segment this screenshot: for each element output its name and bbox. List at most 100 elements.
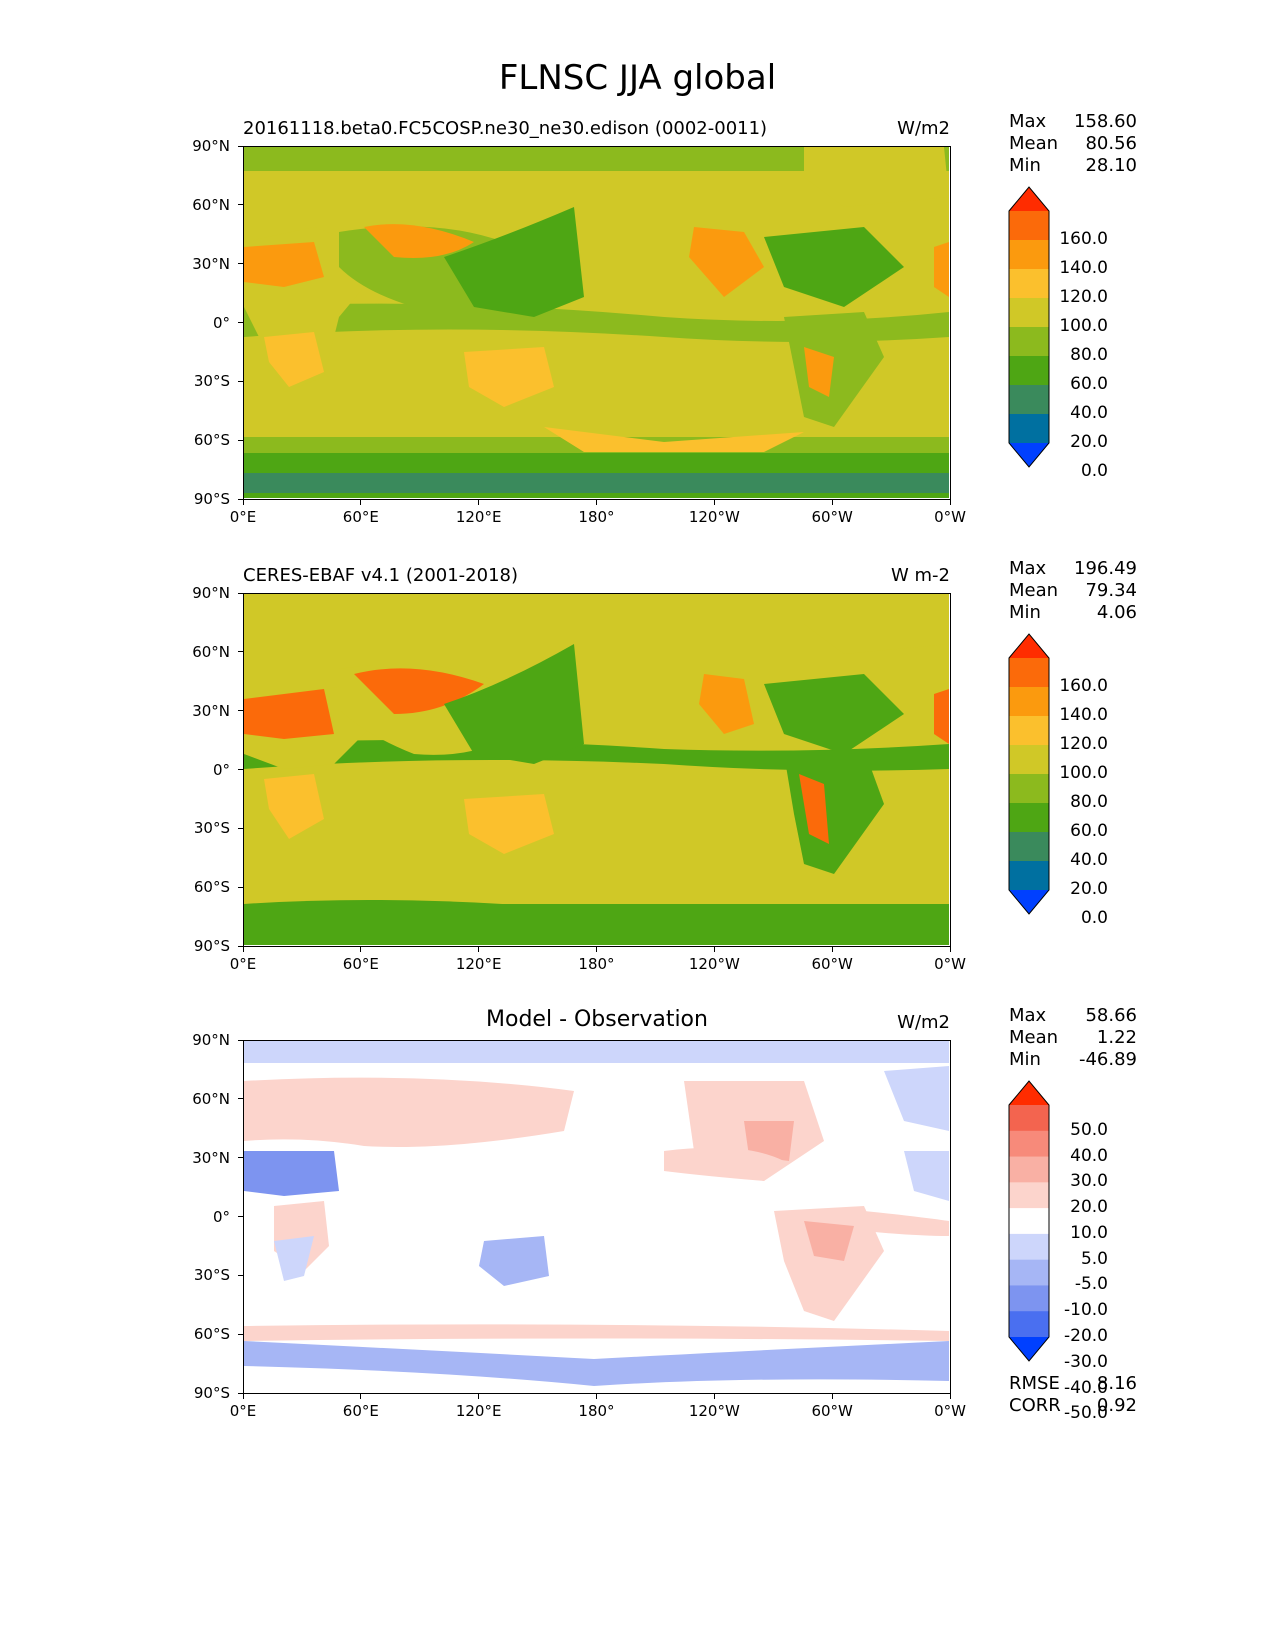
y-tick-label: 30°N — [192, 254, 230, 273]
stat-value: 79.34 — [1085, 580, 1137, 601]
colorbar-tick-label: 140.0 — [1059, 705, 1108, 725]
stats-box: Max 58.66 Mean 1.22 Min -46.89 — [1009, 1005, 1137, 1071]
colorbar-segment — [1009, 658, 1049, 688]
x-tick-label: 0°E — [229, 508, 257, 526]
x-tick-mark — [242, 500, 244, 505]
stat-value: 158.60 — [1074, 111, 1137, 132]
x-tick-mark — [596, 500, 597, 505]
colorbar-tick-label: -40.0 — [1064, 1377, 1108, 1398]
colorbar-extend-min — [1009, 890, 1049, 914]
y-tick-mark — [238, 1098, 243, 1100]
stats-box: Max 196.49 Mean 79.34 Min 4.06 — [1009, 558, 1137, 624]
colorbar-segment — [1009, 414, 1049, 444]
colorbar-tick-label: 20.0 — [1070, 879, 1108, 899]
stat-row: Min 4.06 — [1009, 602, 1137, 624]
colorbar-tick-label: 0.0 — [1080, 461, 1108, 481]
stat-value: 28.10 — [1085, 155, 1137, 176]
x-tick-label: 60°E — [342, 955, 379, 973]
y-tick-mark — [238, 1216, 243, 1217]
y-tick-label: 0° — [212, 1207, 230, 1226]
colorbar — [1008, 186, 1050, 468]
colorbar-tick-label: 30.0 — [1070, 1171, 1108, 1192]
y-tick-mark — [238, 1392, 243, 1394]
colorbar-segment — [1009, 327, 1049, 357]
x-tick-label: 120°W — [688, 1402, 740, 1420]
stat-label: Min — [1009, 602, 1041, 623]
colorbar-segment — [1009, 861, 1049, 891]
x-tick-label: 180° — [578, 1402, 615, 1420]
panel3-map — [243, 1040, 951, 1394]
stat-value: 58.66 — [1085, 1005, 1137, 1026]
stat-row: Max 196.49 — [1009, 558, 1137, 580]
colorbar-tick-label: 120.0 — [1059, 734, 1108, 754]
colorbar-tick-label: 20.0 — [1070, 432, 1108, 452]
x-tick-label: 60°E — [342, 508, 379, 526]
colorbar-tick-label: -5.0 — [1074, 1274, 1108, 1295]
y-tick-mark — [238, 145, 243, 147]
x-tick-mark — [713, 1394, 715, 1399]
y-tick-label: 90°S — [193, 937, 230, 955]
panel3-units: W/m2 — [897, 1012, 950, 1033]
y-tick-label: 60°N — [192, 642, 230, 661]
x-tick-label: 0°W — [934, 955, 966, 973]
metric-value: 8.16 — [1096, 1373, 1137, 1394]
y-tick-label: 90°N — [192, 584, 230, 602]
x-tick-label: 120°W — [688, 508, 740, 526]
panel1-map — [243, 146, 951, 500]
colorbar-segment — [1009, 356, 1049, 386]
colorbar-tick-label: 160.0 — [1059, 676, 1108, 696]
y-tick-label: 0° — [212, 313, 230, 332]
y-tick-label: 90°N — [192, 137, 230, 155]
x-tick-mark — [360, 500, 362, 505]
colorbar-extend-max — [1009, 634, 1049, 658]
colorbar-segment — [1009, 1233, 1049, 1261]
x-tick-label: 120°E — [455, 508, 502, 526]
y-tick-mark — [238, 380, 243, 382]
x-tick-label: 60°E — [342, 1402, 379, 1420]
y-tick-mark — [238, 439, 243, 441]
figure-title: FLNSC JJA global — [498, 58, 777, 98]
colorbar-segment — [1009, 1182, 1049, 1209]
colorbar-extend-max — [1009, 1081, 1049, 1105]
metric-label: RMSE — [1009, 1373, 1060, 1394]
stat-label: Min — [1009, 155, 1041, 176]
colorbar — [1008, 1080, 1050, 1362]
colorbar-extend-min — [1009, 443, 1049, 467]
x-tick-mark — [949, 1394, 951, 1399]
panel2-units: W m-2 — [890, 565, 950, 586]
panel1-title: 20161118.beta0.FC5COSP.ne30_ne30.edison … — [243, 118, 768, 139]
y-tick-mark — [238, 710, 243, 712]
x-tick-label: 60°W — [811, 1402, 853, 1420]
stat-label: Mean — [1009, 580, 1059, 601]
metric-value: 0.92 — [1096, 1395, 1137, 1416]
stat-row: Mean 80.56 — [1009, 133, 1137, 155]
x-tick-mark — [831, 947, 833, 952]
colorbar-segment — [1009, 1156, 1049, 1183]
stat-row: Max 158.60 — [1009, 111, 1137, 133]
colorbar-segment — [1009, 803, 1049, 833]
colorbar-segment — [1009, 832, 1049, 862]
colorbar-tick-label: 5.0 — [1080, 1248, 1108, 1269]
x-tick-mark — [360, 1394, 362, 1399]
y-tick-label: 30°N — [192, 1148, 230, 1167]
y-tick-mark — [238, 498, 243, 500]
x-tick-mark — [713, 500, 715, 505]
colorbar-segment — [1009, 687, 1049, 717]
x-tick-mark — [831, 1394, 833, 1399]
x-tick-mark — [831, 500, 833, 505]
x-tick-mark — [242, 947, 244, 952]
stat-label: Mean — [1009, 1027, 1059, 1048]
y-tick-mark — [238, 886, 243, 888]
colorbar-tick-label: 0.0 — [1080, 908, 1108, 928]
x-tick-label: 60°W — [811, 955, 853, 973]
y-tick-label: 30°N — [192, 701, 230, 720]
colorbar — [1008, 633, 1050, 915]
metric-row: CORR 0.92 — [1009, 1395, 1137, 1417]
colorbar-tick-label: 40.0 — [1070, 1145, 1108, 1166]
colorbar-segment — [1009, 745, 1049, 775]
y-tick-mark — [238, 1333, 243, 1335]
x-tick-mark — [242, 1394, 244, 1399]
y-tick-mark — [238, 945, 243, 947]
stat-value: 4.06 — [1096, 602, 1137, 623]
x-tick-mark — [478, 1394, 480, 1399]
